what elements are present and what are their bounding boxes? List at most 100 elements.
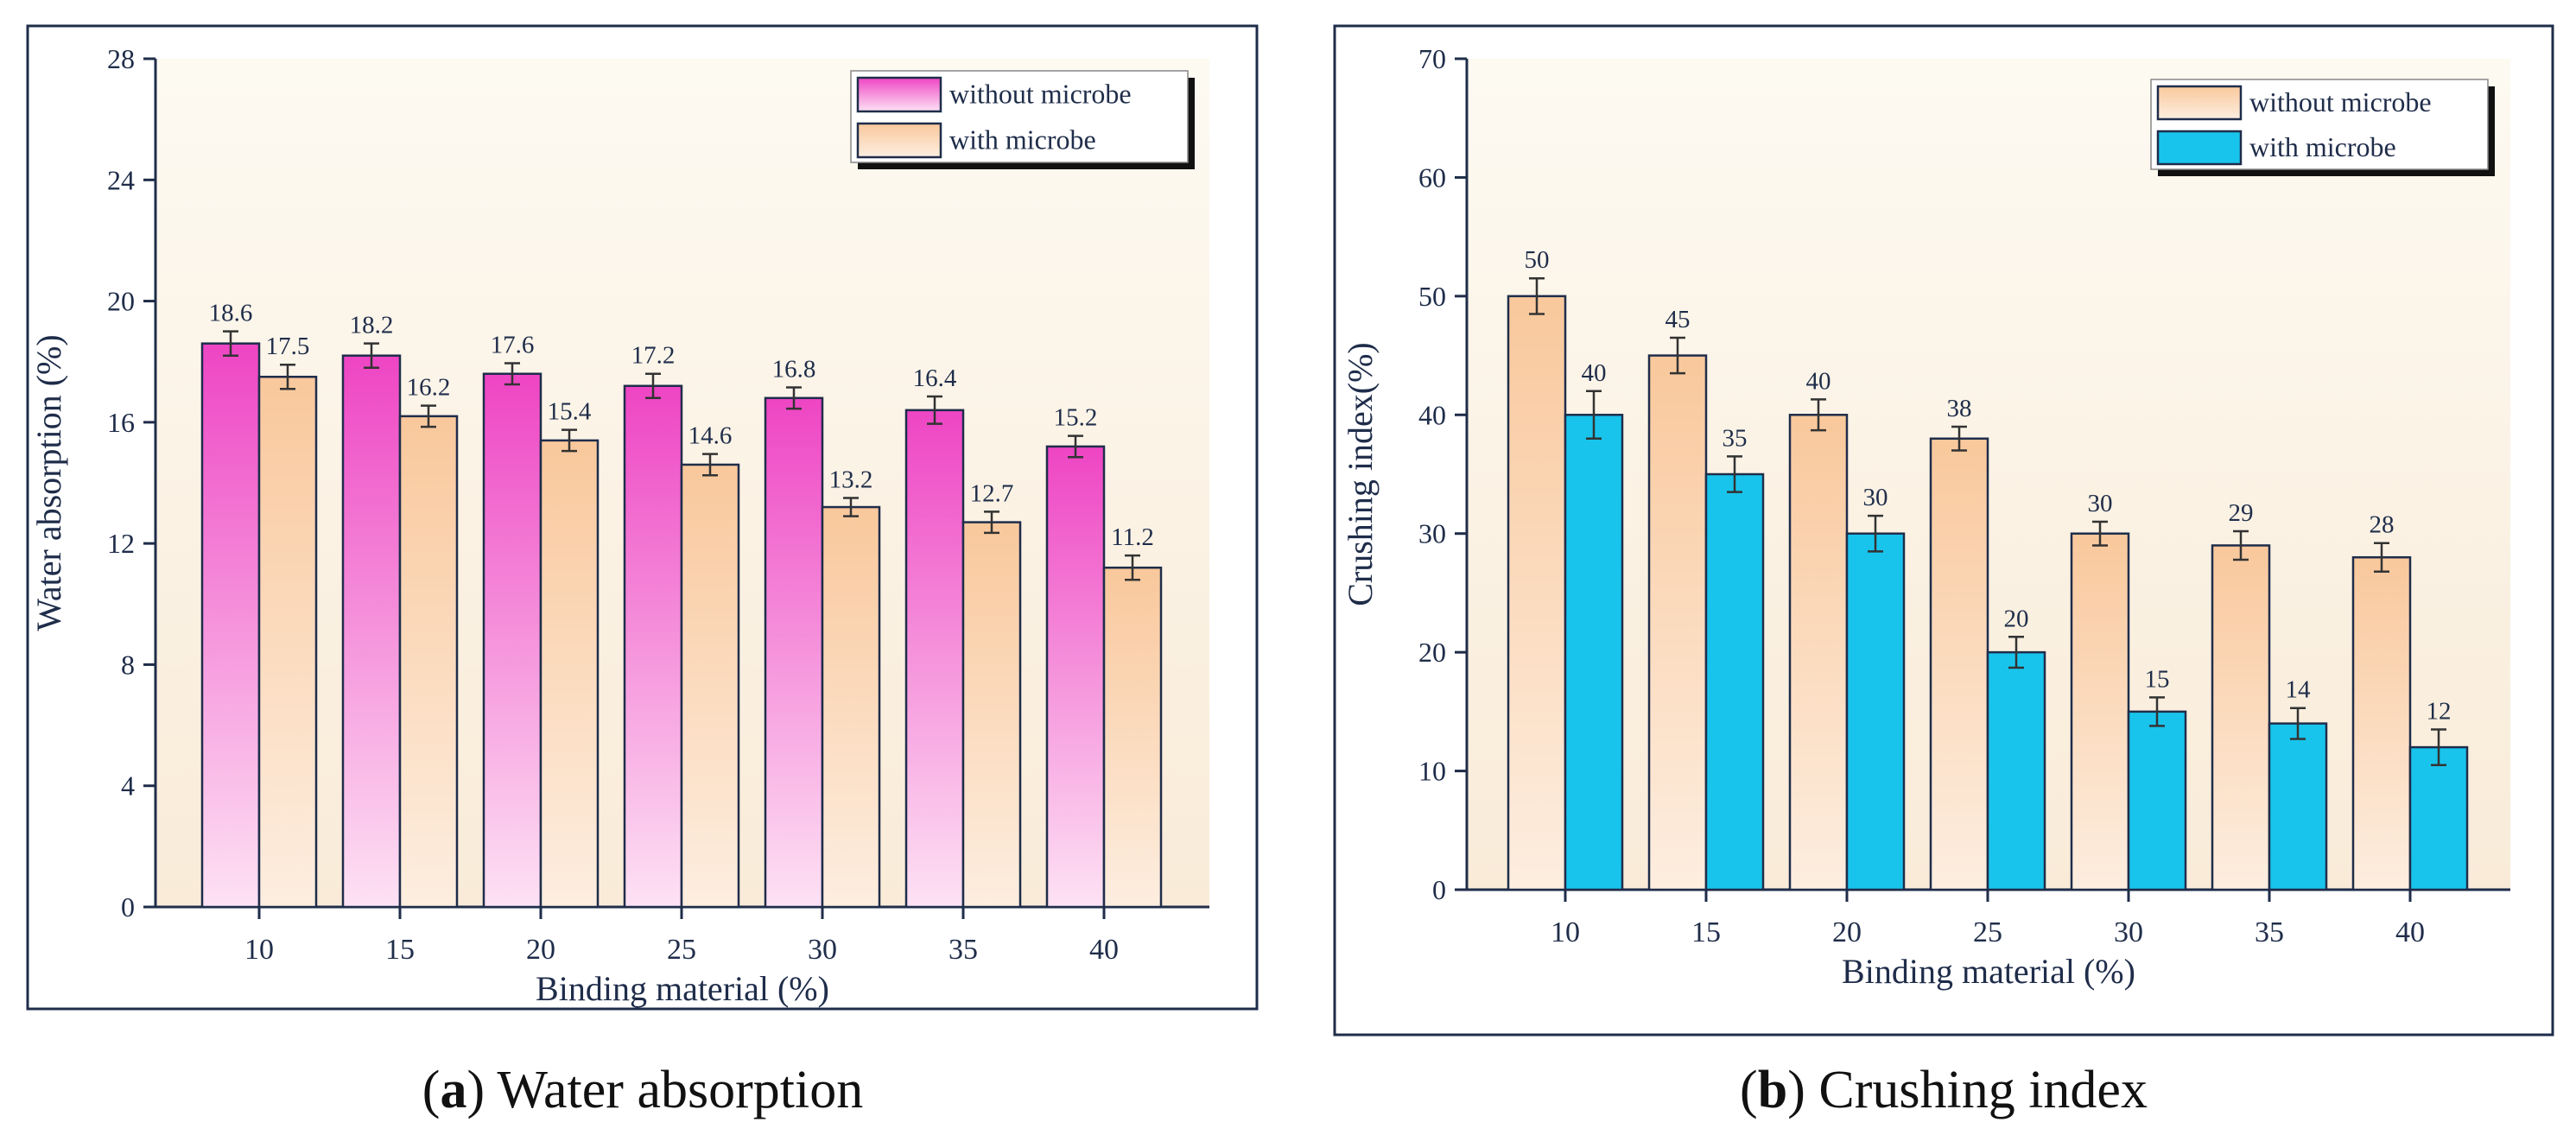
x-tick-label: 20	[1832, 916, 1862, 948]
bar-with-microbe-35	[2268, 722, 2328, 891]
y-tick-label: 40	[1418, 399, 1446, 430]
legend-swatch	[856, 122, 942, 159]
y-tick-label: 16	[107, 407, 135, 438]
data-label: 15	[2145, 665, 2170, 693]
x-tick-label: 25	[1973, 916, 2002, 948]
data-label: 14.6	[688, 422, 733, 450]
bar-with-microbe-15	[398, 415, 459, 909]
bar-with-microbe-15	[1704, 472, 1765, 891]
y-tick-label: 24	[107, 164, 135, 195]
data-label: 17.6	[491, 331, 535, 358]
x-tick-label: 15	[385, 934, 415, 966]
figure-caption: (a) Water absorption	[422, 1061, 863, 1119]
data-label: 18.2	[350, 312, 394, 339]
bar-without-microbe-10	[1507, 295, 1567, 891]
chart-water-absorption: 0 4 8 12 16 20 24 28 10 18.6 17.5 15 18.2 16.2 20 17.6 1…	[26, 24, 1259, 1119]
bar-with-microbe-30	[2127, 710, 2187, 891]
data-label: 28	[2370, 511, 2395, 539]
bar-without-microbe-30	[764, 396, 824, 909]
data-label: 16.8	[772, 356, 816, 384]
bar-with-microbe-25	[1986, 650, 2046, 891]
y-tick-label: 60	[1418, 162, 1446, 193]
chart-crushing-index: 0 10 20 30 40 50 60 70 10 50 40 15 45 35 20 40 30 25 38 20 3…	[1333, 24, 2554, 1119]
data-label: 17.5	[266, 333, 310, 360]
y-tick-label: 0	[121, 891, 135, 923]
x-axis-label: Binding material (%)	[1842, 952, 2135, 991]
data-label: 16.2	[407, 374, 451, 402]
data-label: 38	[1947, 395, 1972, 422]
data-label: 17.2	[631, 342, 676, 370]
data-label: 30	[1863, 484, 1888, 511]
data-label: 12.7	[970, 479, 1014, 507]
legend-label: without microbe	[949, 79, 1132, 110]
data-label: 30	[2088, 490, 2113, 517]
bar-without-microbe-40	[1045, 445, 1106, 909]
legend-label: with microbe	[2249, 131, 2396, 162]
data-label: 14	[2286, 676, 2312, 704]
legend-swatch	[856, 76, 942, 113]
y-tick-label: 50	[1418, 281, 1446, 312]
x-tick-label: 10	[244, 934, 274, 966]
y-tick-label: 8	[121, 649, 135, 680]
data-label: 13.2	[829, 466, 873, 494]
x-tick-label: 35	[2255, 916, 2284, 948]
y-tick-label: 20	[1418, 637, 1446, 668]
legend-swatch	[2156, 85, 2243, 121]
bar-without-microbe-10	[200, 342, 261, 909]
x-tick-label: 40	[1089, 934, 1119, 966]
x-tick-label: 30	[2114, 916, 2143, 948]
data-label: 40	[1582, 359, 1607, 387]
legend: without microbe with microbe	[850, 70, 1195, 169]
bar-without-microbe-40	[2351, 555, 2412, 891]
legend-swatch	[2156, 130, 2243, 166]
data-label: 12	[2427, 697, 2452, 725]
data-label: 50	[1525, 246, 1550, 274]
y-tick-label: 20	[107, 286, 135, 317]
bar-with-microbe-10	[1564, 414, 1624, 891]
legend-label: with microbe	[949, 124, 1096, 155]
bar-without-microbe-15	[341, 354, 402, 909]
x-tick-label: 25	[667, 934, 696, 966]
data-label: 18.6	[209, 300, 253, 327]
x-tick-label: 15	[1691, 916, 1721, 948]
y-tick-label: 4	[121, 770, 135, 802]
caption-text: Crushing index	[1818, 1061, 2148, 1119]
y-tick-label: 30	[1418, 518, 1446, 549]
bar-without-microbe-35	[904, 409, 965, 909]
data-label: 15.2	[1054, 404, 1098, 432]
y-tick-label: 0	[1432, 874, 1446, 905]
bar-with-microbe-20	[539, 439, 600, 909]
x-tick-label: 35	[949, 934, 978, 966]
x-tick-label: 10	[1551, 916, 1580, 948]
data-label: 40	[1806, 367, 1831, 395]
bar-with-microbe-40	[2408, 745, 2469, 891]
bar-without-microbe-20	[1788, 414, 1849, 891]
bar-without-microbe-30	[2070, 532, 2130, 891]
x-tick-label: 40	[2395, 916, 2425, 948]
y-tick-label: 70	[1418, 43, 1446, 74]
x-tick-label: 30	[808, 934, 837, 966]
y-axis-label: Water absorption (%)	[29, 334, 68, 631]
caption-text: Water absorption	[497, 1061, 863, 1119]
data-label: 16.4	[913, 365, 957, 392]
y-tick-label: 12	[107, 528, 135, 559]
caption-letter: a	[440, 1061, 466, 1119]
data-label: 11.2	[1111, 523, 1154, 551]
bar-with-microbe-25	[680, 463, 740, 909]
x-axis-label: Binding material (%)	[536, 969, 829, 1008]
bar-with-microbe-20	[1845, 532, 1906, 891]
legend-label: without microbe	[2249, 86, 2432, 117]
bar-without-microbe-20	[482, 372, 542, 909]
bar-without-microbe-25	[1929, 437, 1989, 891]
bar-without-microbe-15	[1647, 354, 1708, 891]
figure-caption: (b) Crushing index	[1740, 1061, 2148, 1119]
y-tick-label: 10	[1418, 756, 1446, 787]
bar-with-microbe-30	[821, 505, 881, 909]
data-label: 45	[1666, 306, 1691, 333]
data-label: 15.4	[548, 398, 592, 426]
y-axis-label: Crushing index(%)	[1341, 342, 1380, 606]
data-label: 35	[1723, 424, 1748, 452]
data-label: 20	[2004, 605, 2029, 632]
bar-without-microbe-25	[623, 384, 683, 909]
